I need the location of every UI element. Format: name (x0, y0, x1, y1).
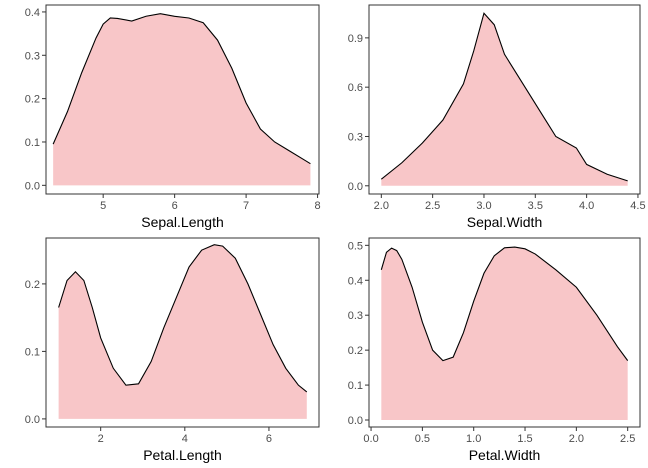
x-tick-label-sepal-length: 5 (100, 200, 106, 212)
x-tick-label-sepal-width: 4.5 (630, 200, 645, 212)
y-tick-label-petal-length: 0.0 (25, 414, 40, 426)
x-tick-label-sepal-width: 2.5 (425, 200, 440, 212)
x-tick-label-sepal-width: 2.0 (374, 200, 389, 212)
y-tick-label-sepal-length: 0.0 (25, 180, 40, 192)
x-tick-label-petal-width: 2.0 (569, 433, 584, 445)
y-tick-label-sepal-length: 0.4 (25, 7, 40, 19)
y-tick-label-sepal-length: 0.3 (25, 50, 40, 62)
panel-border-petal-width (368, 237, 641, 428)
panel-petal-width: 0.0 0.5 1.0 1.5 2.0 2.5 0.0 0.1 0.2 0.3 0.4 0.5 Peta… (348, 237, 641, 463)
y-tick-label-petal-width: 0.0 (348, 415, 363, 427)
x-tick-label-sepal-width: 4.0 (579, 200, 594, 212)
x-axis-title-sepal-width: Sepal.Width (467, 214, 542, 230)
x-tick-label-sepal-width: 3.0 (476, 200, 491, 212)
panel-border-sepal-length (45, 4, 320, 195)
density-curve-sepal-width (380, 12, 628, 182)
y-tick-label-petal-width: 0.3 (348, 310, 363, 322)
y-tick-label-petal-width: 0.2 (348, 345, 363, 357)
panel-border-sepal-width (368, 4, 641, 195)
x-tick-label-petal-length: 6 (266, 433, 272, 445)
x-tick-label-sepal-length: 6 (172, 200, 178, 212)
y-tick-label-petal-width: 0.1 (348, 380, 363, 392)
panel-border-petal-length (45, 237, 320, 428)
x-axis-title-petal-width: Petal.Width (469, 447, 541, 463)
x-tick-label-petal-width: 0.5 (415, 433, 430, 445)
x-tick-label-sepal-length: 8 (315, 200, 321, 212)
density-area-sepal-length (53, 13, 311, 186)
x-tick-label-petal-width: 1.5 (517, 433, 532, 445)
x-tick-label-petal-width: 2.5 (620, 433, 635, 445)
x-tick-label-petal-length: 2 (98, 433, 104, 445)
y-tick-label-sepal-width: 0.0 (348, 181, 363, 193)
density-area-petal-length (58, 244, 307, 419)
x-axis-title-sepal-length: Sepal.Length (141, 214, 224, 230)
panel-sepal-width: 2.0 2.5 3.0 3.5 4.0 4.5 0.0 0.3 0.6 0.9 Sepal.Widt… (348, 4, 646, 230)
y-tick-label-petal-width: 0.4 (348, 275, 363, 287)
y-tick-label-petal-length: 0.1 (25, 346, 40, 358)
density-curve-petal-length (58, 244, 308, 393)
x-axis-title-petal-length: Petal.Length (143, 447, 222, 463)
x-tick-label-petal-width: 1.0 (466, 433, 481, 445)
y-tick-label-petal-length: 0.2 (25, 279, 40, 291)
density-curve-sepal-length (52, 13, 311, 165)
x-tick-label-petal-length: 4 (182, 433, 188, 445)
x-tick-label-sepal-width: 3.5 (528, 200, 543, 212)
y-tick-label-sepal-length: 0.2 (25, 94, 40, 106)
density-area-sepal-width (381, 13, 628, 186)
density-area-petal-width (381, 247, 628, 421)
density-curve-petal-width (380, 246, 629, 362)
y-tick-label-sepal-width: 0.9 (348, 33, 363, 45)
x-tick-label-petal-width: 0.0 (363, 433, 378, 445)
x-tick-label-sepal-length: 7 (243, 200, 249, 212)
y-tick-label-sepal-width: 0.3 (348, 131, 363, 143)
y-tick-label-sepal-width: 0.6 (348, 82, 363, 94)
panel-petal-length: 2 4 6 0.0 0.1 0.2 Petal.Length (25, 237, 320, 463)
y-tick-label-sepal-length: 0.1 (25, 137, 40, 149)
panel-sepal-length: 5 6 7 8 0.0 0.1 0.2 0.3 0.4 Sepal.Length (25, 4, 321, 230)
y-tick-label-petal-width: 0.5 (348, 240, 363, 252)
